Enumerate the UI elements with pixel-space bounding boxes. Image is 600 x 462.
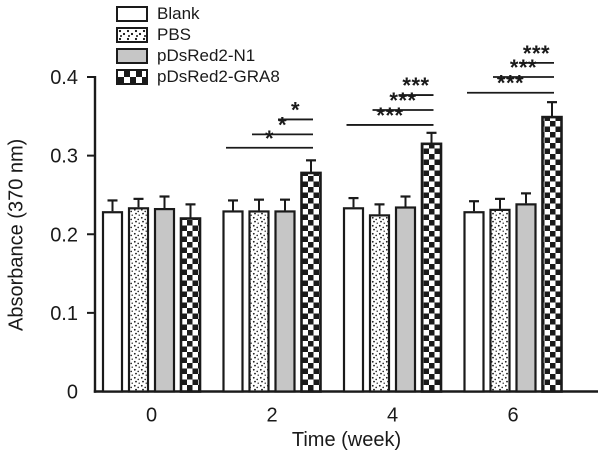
legend: Blank PBS pDsRed2-N1 pDsRed2-GRA8 <box>116 3 280 87</box>
significance-stars: *** <box>510 55 537 80</box>
legend-key-pdsred2-gra8 <box>116 68 148 85</box>
legend-item-blank: Blank <box>116 3 280 24</box>
y-tick-label: 0 <box>67 382 78 404</box>
bar-pbs-week0 <box>127 207 150 393</box>
y-tick-label: 0.2 <box>50 224 78 246</box>
y-axis-title: Absorbance (370 nm) <box>5 138 28 331</box>
legend-key-pdsred2-n1 <box>116 47 148 64</box>
bar-pdsred2-n1-week0 <box>153 207 176 393</box>
legend-item-pdsred2-n1: pDsRed2-N1 <box>116 45 280 66</box>
legend-item-pbs: PBS <box>116 24 280 45</box>
x-axis-title: Time (week) <box>291 429 402 451</box>
bar-blank-week0 <box>101 211 124 393</box>
legend-label-pbs: PBS <box>157 24 192 44</box>
significance-stars: *** <box>376 103 403 128</box>
significance-stars: * <box>265 126 274 151</box>
x-tick-label: 2 <box>266 405 277 427</box>
significance-stars: *** <box>389 88 416 113</box>
bar-blank-week6 <box>463 211 485 393</box>
legend-key-pbs <box>116 26 148 43</box>
bar-blank-week2 <box>222 210 244 393</box>
significance-stars: *** <box>523 41 550 66</box>
x-tick-label: 4 <box>387 405 398 427</box>
legend-label-pdsred2-gra8: pDsRed2-GRA8 <box>157 66 280 86</box>
x-tick-label: 6 <box>507 405 518 427</box>
bar-pdsred2-gra8-week0 <box>179 217 202 393</box>
legend-item-pdsred2-gra8: pDsRed2-GRA8 <box>116 66 280 87</box>
legend-label-blank: Blank <box>157 3 200 23</box>
y-tick-label: 0.3 <box>50 146 78 168</box>
legend-key-blank <box>116 5 148 22</box>
bar-pbs-week4 <box>368 214 391 393</box>
legend-label-pdsred2-n1: pDsRed2-N1 <box>157 45 256 65</box>
significance-stars: *** <box>402 73 429 98</box>
significance-stars: * <box>278 112 287 137</box>
significance-stars: *** <box>497 71 524 96</box>
significance-stars: * <box>291 97 300 122</box>
bar-pdsred2-gra8-week6 <box>541 115 563 393</box>
bar-pdsred2-gra8-week4 <box>420 142 443 393</box>
bar-blank-week4 <box>342 207 365 393</box>
bar-pdsred2-n1-week6 <box>515 203 537 393</box>
bar-pbs-week2 <box>248 210 270 393</box>
x-tick-label: 0 <box>146 405 157 427</box>
bar-pdsred2-gra8-week2 <box>300 171 322 393</box>
y-tick-label: 0.1 <box>50 303 78 325</box>
bar-pdsred2-n1-week2 <box>274 210 296 393</box>
bar-pbs-week6 <box>489 208 511 393</box>
y-tick-label: 0.4 <box>50 67 78 89</box>
bar-pdsred2-n1-week4 <box>394 206 417 393</box>
